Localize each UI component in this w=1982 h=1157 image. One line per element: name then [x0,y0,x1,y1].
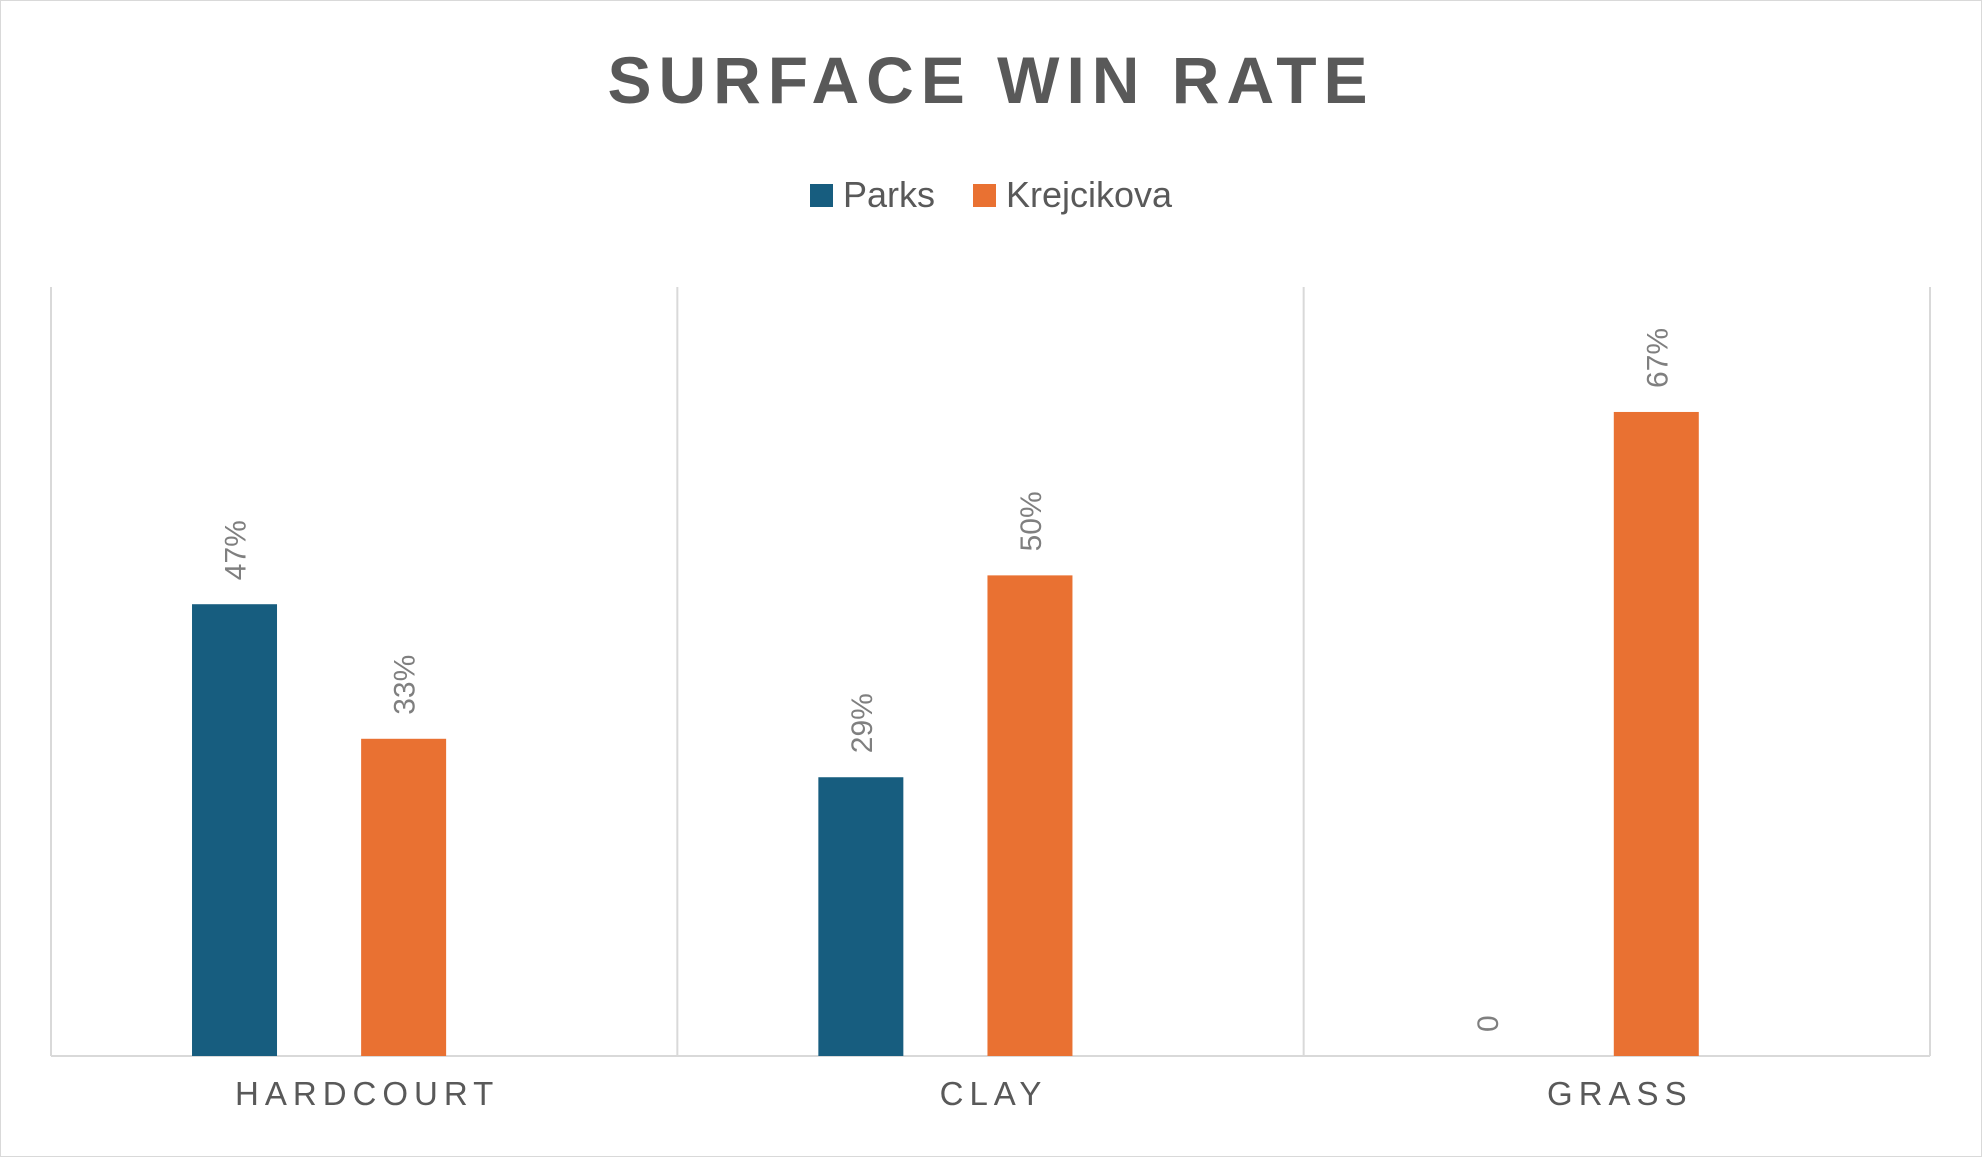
legend-label-parks: Parks [842,174,935,215]
data-label-krejcikova-hardcourt: 33% [389,655,422,715]
category-label-grass: GRASS [1547,1075,1693,1112]
data-label-parks-hardcourt: 47% [220,520,253,580]
legend-swatch-krejcikova [972,183,996,207]
data-label-parks-clay: 29% [846,693,879,753]
data-label-parks-grass: 0 [1472,1015,1505,1032]
category-label-hardcourt: HARDCOURT [235,1075,499,1112]
bar-krejcikova-clay [987,575,1073,1056]
legend-label-krejcikova: Krejcikova [1005,174,1173,215]
legend-item-krejcikova: Krejcikova [972,174,1173,216]
bar-parks-clay [818,777,904,1056]
bar-krejcikova-grass [1613,411,1699,1056]
data-label-krejcikova-grass: 67% [1641,328,1674,388]
legend-item-parks: Parks [809,174,935,216]
data-label-krejcikova-clay: 50% [1015,491,1048,551]
legend: Parks Krejcikova [0,174,1982,216]
chart-title: SURFACE WIN RATE [607,43,1375,117]
bar-parks-hardcourt [192,604,278,1056]
category-label-clay: CLAY [940,1075,1048,1112]
legend-swatch-parks [809,183,833,207]
bar-krejcikova-hardcourt [361,738,447,1056]
